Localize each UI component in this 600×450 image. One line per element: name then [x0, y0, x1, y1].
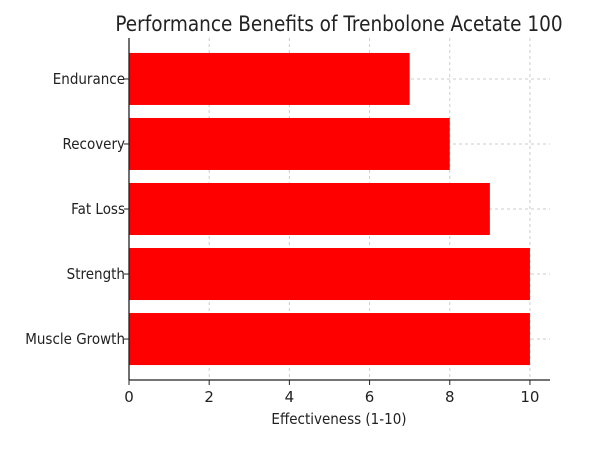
- bar-recovery: [129, 117, 450, 170]
- x-tick-label: 10: [520, 388, 539, 406]
- bars: [129, 52, 530, 366]
- x-axis-label: Effectiveness (1-10): [271, 411, 406, 428]
- x-tick-label: 4: [285, 388, 295, 406]
- bar-strength: [129, 248, 530, 301]
- bar-endurance: [129, 52, 410, 105]
- axes: 0 2 4 6 8 10 Muscle Growth Strength Fat Loss Reco…: [25, 38, 550, 406]
- x-tick-label: 0: [124, 388, 134, 406]
- y-tick-label: Fat Loss: [71, 201, 125, 218]
- bar-muscle-growth: [129, 313, 530, 366]
- y-tick-label: Endurance: [53, 71, 125, 88]
- x-tick-label: 8: [445, 388, 455, 406]
- y-tick-label: Strength: [67, 266, 125, 283]
- x-tick-label: 6: [365, 388, 375, 406]
- bar-fat-loss: [129, 182, 490, 236]
- y-tick-label: Recovery: [62, 136, 125, 153]
- x-tick-label: 2: [204, 388, 214, 406]
- chart-title: Performance Benefits of Trenbolone Aceta…: [115, 12, 562, 36]
- y-tick-label: Muscle Growth: [25, 331, 125, 348]
